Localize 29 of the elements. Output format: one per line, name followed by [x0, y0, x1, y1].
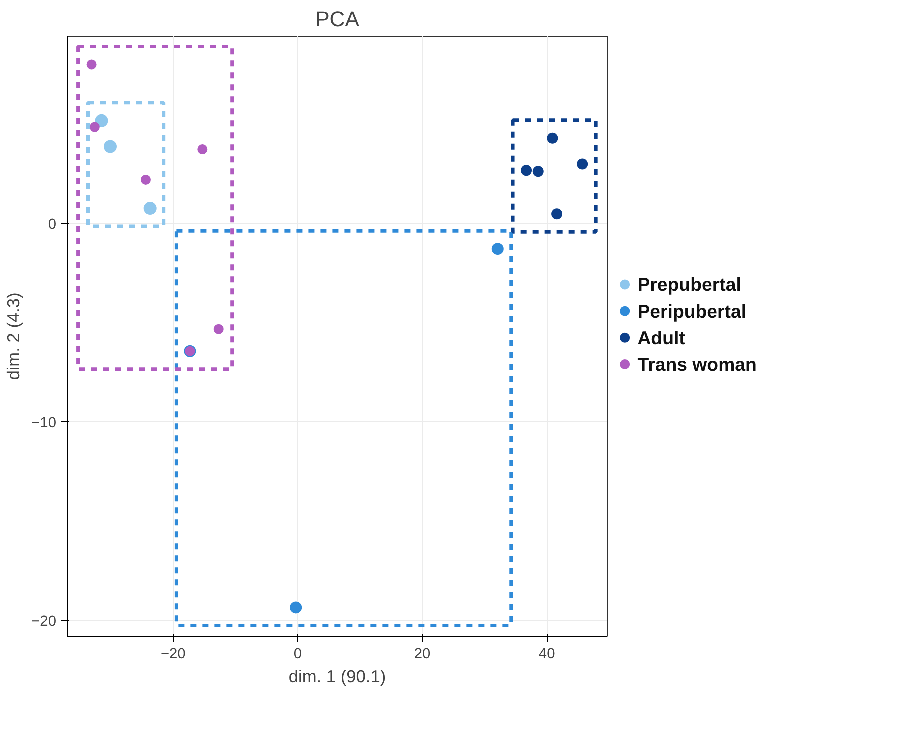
point: [140, 174, 151, 185]
point: [492, 243, 504, 256]
point: [214, 324, 224, 334]
x-axis-title: dim. 1 (90.1): [288, 666, 386, 686]
chart-title: PCA: [316, 8, 360, 32]
point: [547, 132, 558, 144]
point: [532, 166, 544, 178]
legend-label: Prepubertal: [638, 274, 742, 296]
point: [577, 158, 588, 170]
point: [90, 122, 100, 132]
point: [521, 165, 532, 176]
point: [290, 602, 302, 614]
point: [198, 144, 208, 155]
legend-label: Trans woman: [638, 354, 757, 376]
y-tick-label: 0: [48, 216, 57, 233]
x-tick-label: 20: [414, 646, 431, 662]
point: [104, 140, 117, 154]
point: [86, 60, 97, 70]
y-tick-label: −20: [32, 614, 57, 630]
y-axis-title: dim. 2 (4.3): [4, 292, 24, 380]
y-tick-label: −10: [32, 415, 57, 432]
x-tick-label: −20: [160, 646, 186, 662]
point: [144, 202, 157, 216]
legend-label: Peripubertal: [638, 300, 747, 322]
point: [95, 114, 108, 128]
x-tick-label: 0: [294, 646, 302, 662]
point: [552, 208, 563, 220]
x-tick-label: 40: [538, 646, 556, 662]
legend-label: Adult: [638, 327, 686, 348]
